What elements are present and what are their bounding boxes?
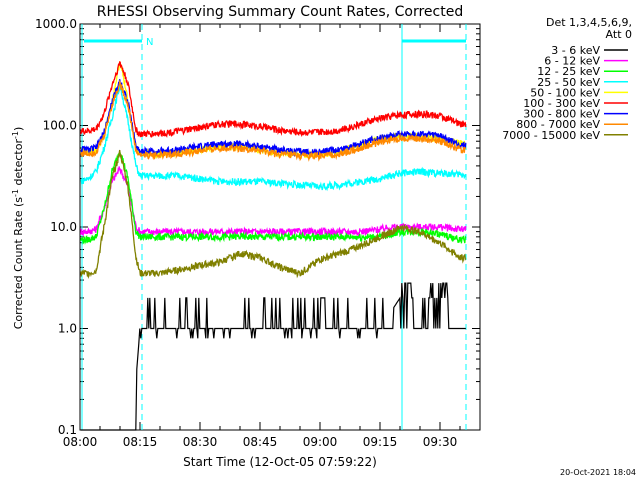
series-line xyxy=(80,282,466,431)
x-tick-label: 09:15 xyxy=(363,435,398,449)
series-line xyxy=(80,149,467,280)
legend-entry-label: 12 - 25 keV xyxy=(537,65,600,78)
x-axis-label: Start Time (12-Oct-05 07:59:22) xyxy=(183,455,377,469)
y-axis-label-main: Corrected Count Rate (s xyxy=(12,197,25,330)
y-tick-label: 10.0 xyxy=(50,220,77,234)
y-tick-label: 100.0 xyxy=(43,119,77,133)
y-axis-label-sup2: -1 xyxy=(11,131,20,139)
y-tick-label: 1000.0 xyxy=(35,17,77,31)
legend-entry-label: 800 - 7000 keV xyxy=(516,118,600,131)
x-tick-label: 08:45 xyxy=(243,435,278,449)
legend-entry-label: 7000 - 15000 keV xyxy=(502,129,600,142)
x-tick-label: 09:30 xyxy=(423,435,458,449)
y-axis-label-end: ) xyxy=(12,127,25,131)
series-line xyxy=(80,61,467,160)
series-line xyxy=(80,166,467,238)
x-tick-label: 08:30 xyxy=(183,435,218,449)
tick-labels: 0.1 1.0 10.0 100.0 1000.0 08:00 08:15 08:30 08:4… xyxy=(35,17,457,449)
legend-entry-label: 6 - 12 keV xyxy=(544,55,600,68)
series-line xyxy=(80,79,467,162)
legend-entry-label: 50 - 100 keV xyxy=(530,86,600,99)
series-group xyxy=(80,61,467,431)
series-line xyxy=(80,61,467,138)
x-tick-label: 09:00 xyxy=(303,435,338,449)
legend-header-line1: Det 1,3,4,5,6,9, xyxy=(546,16,632,29)
legend-entry-label: 300 - 800 keV xyxy=(523,108,600,121)
legend-header-line2: Att 0 xyxy=(606,28,632,41)
legend-entry-label: 3 - 6 keV xyxy=(551,44,600,57)
x-tick-label: 08:15 xyxy=(123,435,158,449)
footer-timestamp: 20-Oct-2021 18:04 xyxy=(560,468,636,477)
series-line xyxy=(80,79,467,157)
y-axis-label-sup1: -1 xyxy=(11,189,20,197)
series-line xyxy=(80,83,467,192)
night-label: N xyxy=(146,37,153,48)
legend-entry-label: 100 - 300 keV xyxy=(523,97,600,110)
axis-ticks xyxy=(79,23,481,431)
chart-title: RHESSI Observing Summary Count Rates, Co… xyxy=(97,4,463,20)
legend-entry-label: 25 - 50 keV xyxy=(537,76,600,89)
y-tick-label: 1.0 xyxy=(58,322,77,336)
x-tick-label: 08:00 xyxy=(63,435,98,449)
y-axis-label: Corrected Count Rate (s-1 detector-1) xyxy=(11,127,25,330)
y-tick-label: 0.1 xyxy=(58,423,77,437)
y-axis-label-mid: detector xyxy=(12,139,25,189)
